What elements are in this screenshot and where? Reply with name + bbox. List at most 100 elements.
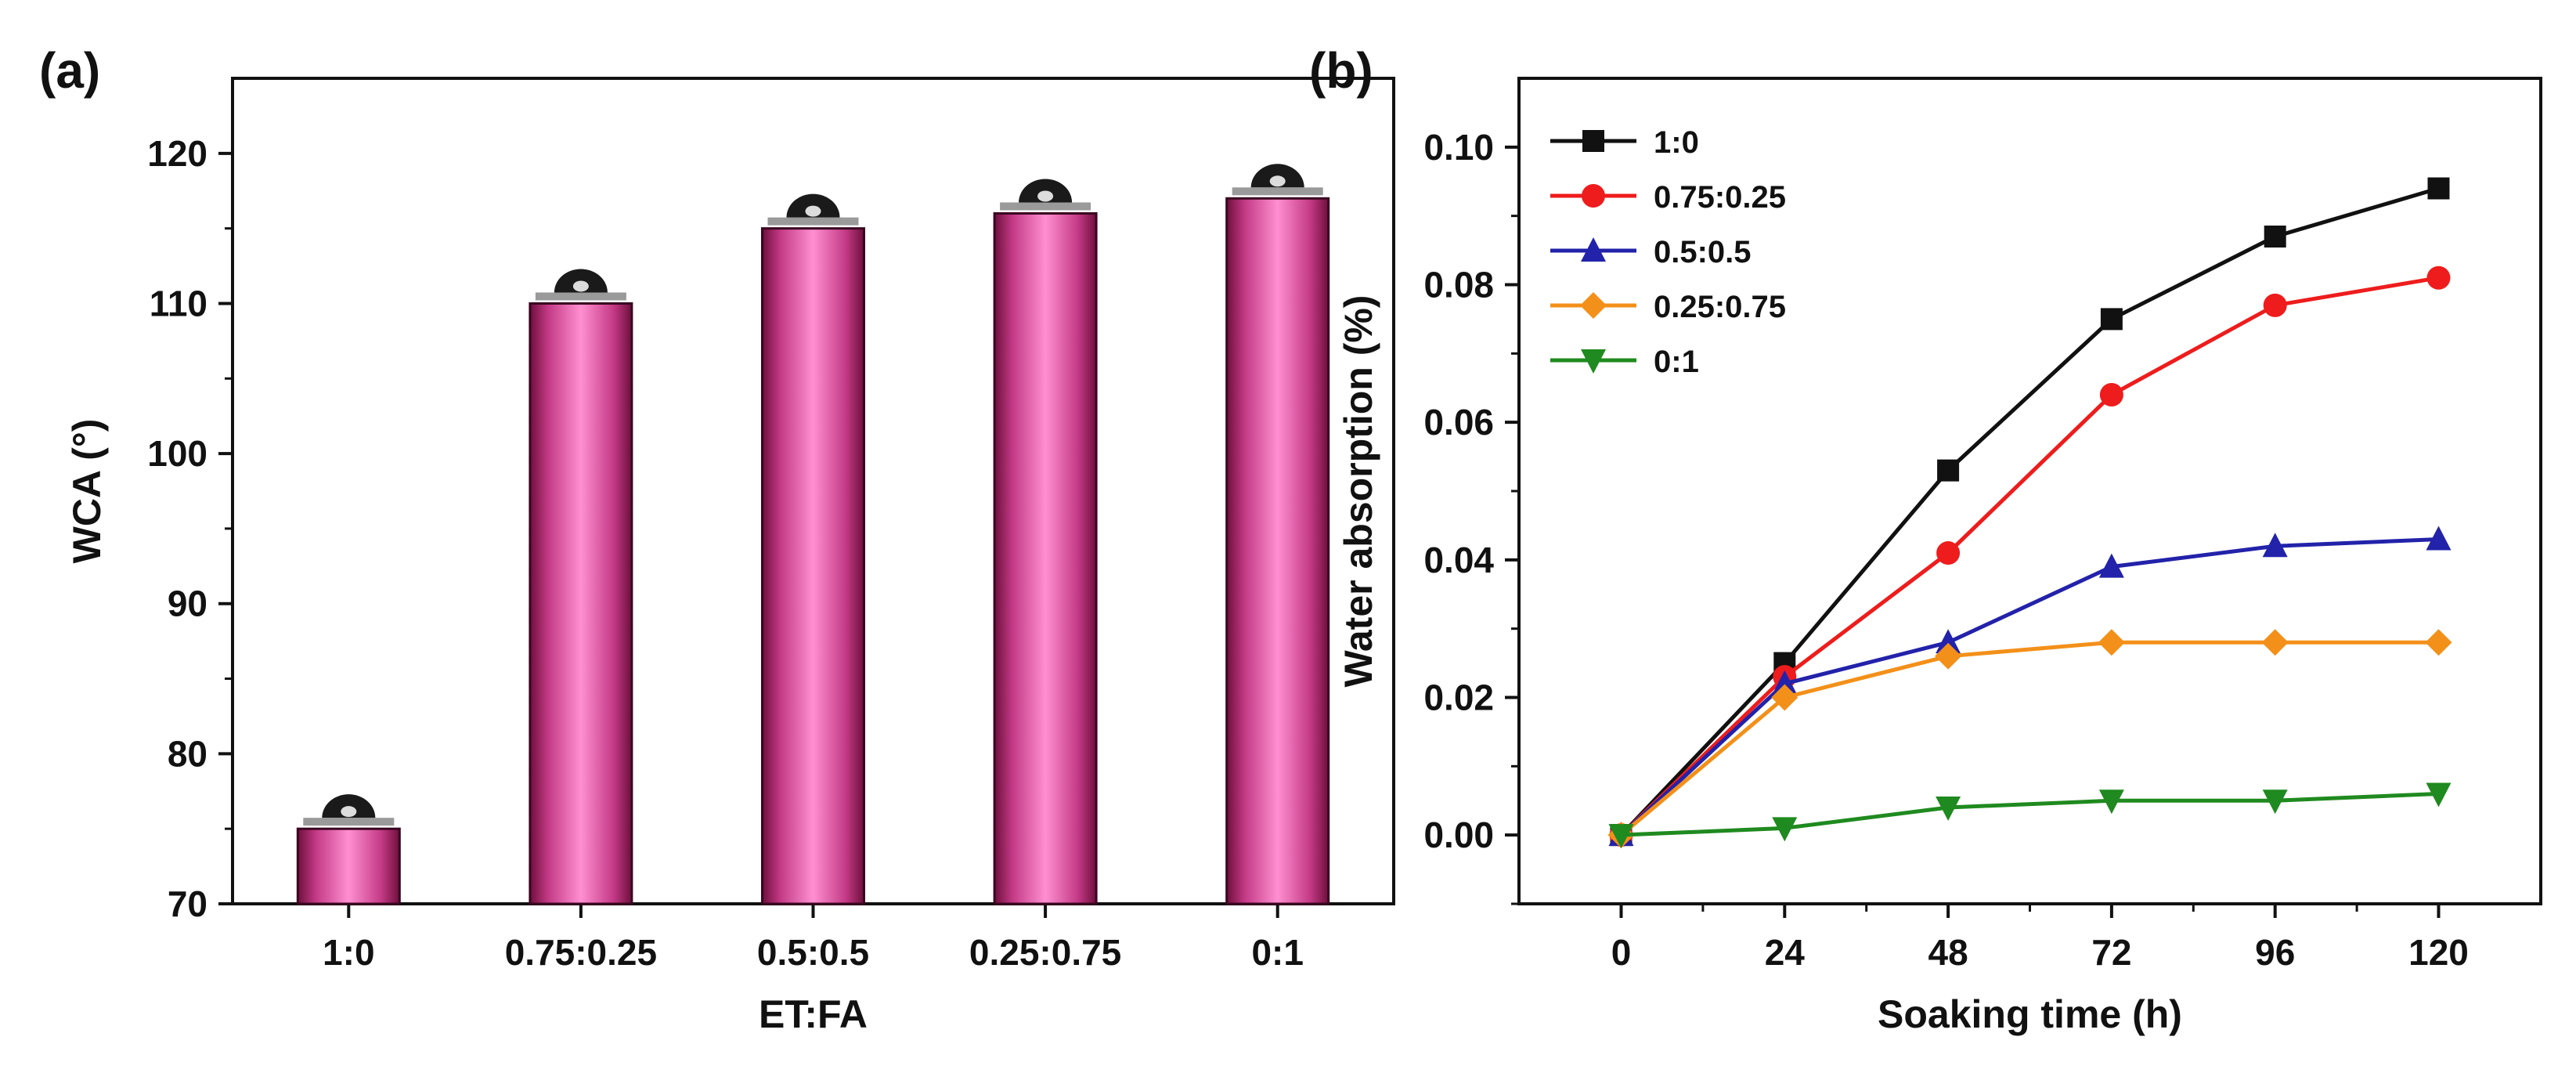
data-point <box>2264 226 2286 248</box>
legend-label: 0.25:0.75 <box>1654 290 1786 324</box>
panel-a-y-axis-title: WCA (°) <box>65 419 109 564</box>
droplet-highlight <box>572 280 589 292</box>
data-point <box>2100 308 2123 331</box>
data-point <box>1772 817 1798 842</box>
panel-b-x-tick-label: 120 <box>2408 932 2469 973</box>
panel-a-y-tick-label: 110 <box>150 283 207 323</box>
data-point <box>1936 629 1961 654</box>
legend-label: 0.75:0.25 <box>1654 180 1786 215</box>
legend-item: 0.5:0.5 <box>1550 235 1752 269</box>
data-point <box>2262 789 2288 815</box>
panel-b-line-chart: (b) 0.00 0.02 0.04 0.06 0.08 0.10 0 24 48 72 96 120… <box>1309 42 2542 1036</box>
data-point <box>2263 293 2287 317</box>
panel-a-label: (a) <box>39 42 100 99</box>
water-droplet-icon <box>303 794 395 826</box>
legend-item: 0.25:0.75 <box>1550 290 1786 324</box>
droplet-highlight <box>341 806 357 818</box>
data-point <box>1935 642 1962 670</box>
data-point <box>1771 684 1799 711</box>
water-droplet-icon <box>767 193 859 226</box>
panel-a-y-tick-label: 100 <box>147 433 207 474</box>
legend-marker <box>1581 237 1606 262</box>
legend-item: 1:0 <box>1550 125 1699 160</box>
series-line <box>1621 791 2439 837</box>
panel-a-x-tick-label: 1:0 <box>323 932 374 973</box>
droplet-substrate <box>767 217 859 226</box>
series-line <box>1619 186 2440 836</box>
data-point <box>2426 266 2451 290</box>
data-point <box>2099 383 2123 407</box>
panel-b-y-axis-title: Water absorption (%) <box>1337 295 1380 688</box>
panel-b-label: (b) <box>1309 42 1373 99</box>
series-line <box>1619 640 2439 837</box>
data-point <box>2426 782 2452 807</box>
data-point <box>1608 824 1634 849</box>
panel-a-x-tick-label: 0.75:0.25 <box>505 932 657 973</box>
panel-a-bar <box>993 211 1098 905</box>
panel-a-bar <box>1225 197 1330 905</box>
panel-b-y-tick-label: 0.04 <box>1423 540 1494 580</box>
legend-marker <box>1580 292 1607 319</box>
panel-b-y-tick-label: 0.08 <box>1423 265 1494 305</box>
droplet-substrate <box>303 818 395 826</box>
panel-a-x-tick-label: 0:1 <box>1251 932 1303 973</box>
droplet-highlight <box>805 205 821 217</box>
panel-b-x-axis-title: Soaking time (h) <box>1878 992 2182 1036</box>
legend-marker <box>1581 349 1606 374</box>
droplet-highlight <box>1269 175 1286 187</box>
series-0.75:0.25 <box>1609 266 2451 847</box>
legend-marker <box>1582 130 1604 152</box>
data-point <box>1936 541 1961 565</box>
panel-a-y-tick-label: 80 <box>168 733 207 774</box>
panel-a-bar <box>761 227 865 905</box>
legend-label: 0:1 <box>1654 345 1699 379</box>
data-point <box>2425 629 2452 656</box>
panel-b-y-tick-label: 0.10 <box>1423 127 1494 168</box>
data-point <box>2262 533 2288 558</box>
series-1:0 <box>1610 177 2450 847</box>
panel-b-x-tick-label: 48 <box>1928 932 1968 973</box>
droplet-substrate <box>1232 187 1323 196</box>
series-line <box>1619 276 2439 836</box>
water-droplet-icon <box>1000 179 1091 211</box>
data-point <box>1936 797 1961 822</box>
droplet-body <box>1019 179 1073 203</box>
panel-b-x-tick-label: 96 <box>2255 932 2295 973</box>
panel-a-bar-chart: (a) 70 80 90 100 110 120 1:0 0.75:0.25 0.5:0.5 0.… <box>39 42 1395 1036</box>
panel-b-y-tick-label: 0.00 <box>1423 815 1494 855</box>
panel-a-bars <box>296 164 1330 905</box>
data-point <box>2426 526 2452 551</box>
data-point <box>2427 177 2450 200</box>
legend-label: 1:0 <box>1654 125 1699 160</box>
panel-a-x-axis-title: ET:FA <box>759 992 868 1036</box>
panel-a-y-tick-label: 90 <box>168 583 207 624</box>
panel-a-x-tick-label: 0.5:0.5 <box>757 932 869 973</box>
legend-label: 0.5:0.5 <box>1654 235 1752 269</box>
data-point <box>2098 789 2124 815</box>
data-point <box>1937 459 1960 482</box>
legend-item: 0.75:0.25 <box>1550 180 1786 215</box>
panel-a-x-tick-label: 0.25:0.75 <box>969 932 1121 973</box>
data-point <box>2098 629 2125 656</box>
panel-b-series <box>1607 177 2452 849</box>
panel-a-bar <box>529 302 633 905</box>
water-droplet-icon <box>535 269 626 301</box>
series-line <box>1619 536 2439 837</box>
series-0:1 <box>1608 782 2452 849</box>
panel-b-y-tick-label: 0.02 <box>1423 677 1494 718</box>
panel-b-legend: 1:0 0.75:0.25 0.5:0.5 0.25:0.75 0:1 <box>1550 125 1786 379</box>
panel-b-x-tick-label: 0 <box>1611 932 1632 973</box>
data-point <box>2261 629 2289 656</box>
droplet-substrate <box>535 292 626 301</box>
droplet-highlight <box>1037 190 1054 202</box>
water-droplet-icon <box>1232 164 1323 196</box>
panel-b-x-tick-label: 24 <box>1765 932 1806 973</box>
panel-a-y-tick-label: 70 <box>168 883 207 924</box>
legend-item: 0:1 <box>1550 345 1699 379</box>
legend-marker <box>1582 184 1605 208</box>
panel-b-y-tick-label: 0.06 <box>1423 402 1494 443</box>
panel-a-axes: 70 80 90 100 110 120 1:0 0.75:0.25 0.5:0.5 0.25:0… <box>147 133 1304 973</box>
panel-b-axes: 0.00 0.02 0.04 0.06 0.08 0.10 0 24 48 72 96 120 <box>1423 127 2468 973</box>
data-point <box>2098 553 2124 578</box>
